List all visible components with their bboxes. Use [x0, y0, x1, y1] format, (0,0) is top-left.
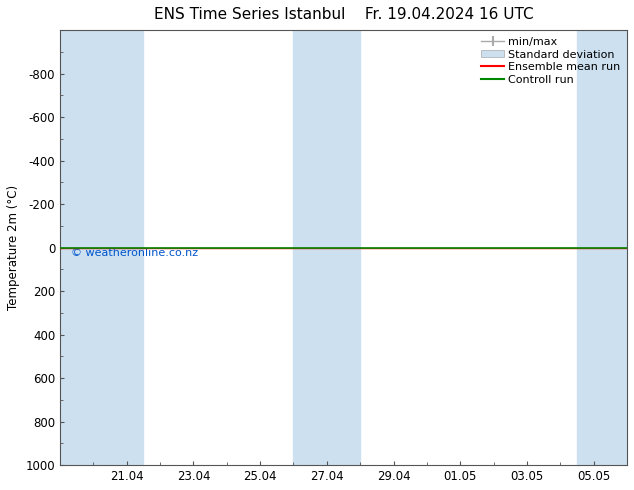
Y-axis label: Temperature 2m (°C): Temperature 2m (°C): [7, 185, 20, 310]
Legend: min/max, Standard deviation, Ensemble mean run, Controll run: min/max, Standard deviation, Ensemble me…: [477, 32, 625, 90]
Text: © weatheronline.co.nz: © weatheronline.co.nz: [72, 248, 198, 259]
Bar: [294, 30, 360, 465]
Bar: [60, 30, 143, 465]
Title: ENS Time Series Istanbul    Fr. 19.04.2024 16 UTC: ENS Time Series Istanbul Fr. 19.04.2024 …: [153, 7, 533, 22]
Bar: [577, 30, 627, 465]
